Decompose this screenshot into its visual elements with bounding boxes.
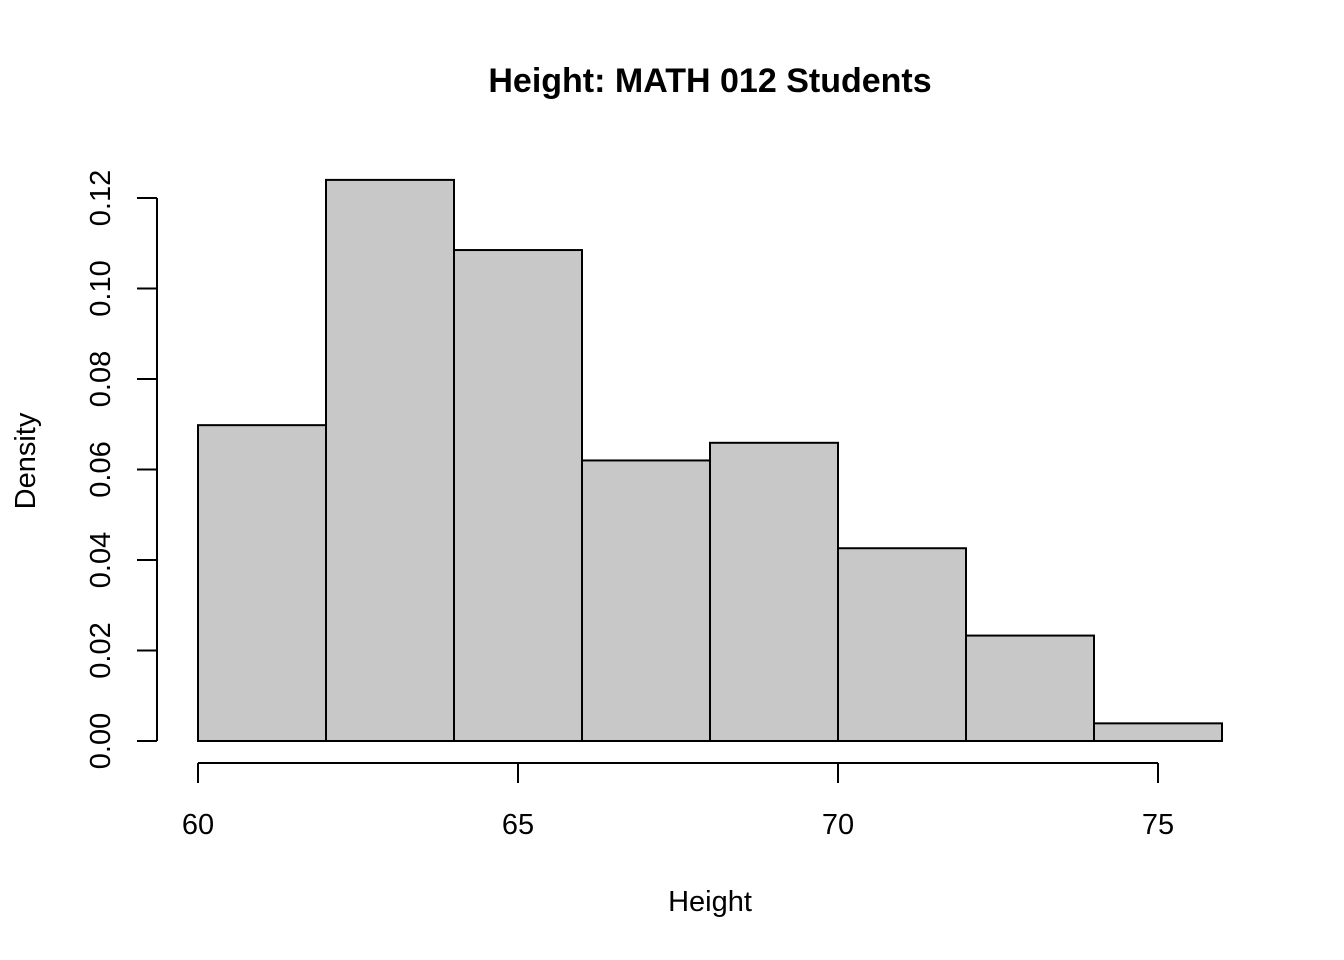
chart-title: Height: MATH 012 Students [488,62,931,100]
histogram-bar [325,178,455,742]
histogram-bar [965,634,1095,743]
y-axis: 0.00 0.02 0.04 0.06 0.08 0.10 0.12 [85,170,158,769]
y-tick-label: 0.02 [85,622,117,678]
x-tick-label: 60 [182,809,214,841]
histogram-bars [197,178,1223,743]
histogram-bar [581,459,711,742]
x-axis: 60 65 70 75 [182,762,1174,841]
y-tick-label: 0.06 [85,441,117,497]
y-tick-label: 0.08 [85,351,117,407]
histogram-bar [837,547,967,742]
x-tick-label: 75 [1142,809,1174,841]
x-axis-label: Height [668,886,752,918]
x-tick-label: 70 [822,809,854,841]
x-tick-label: 65 [502,809,534,841]
y-axis-label: Density [10,412,42,509]
y-tick-label: 0.12 [85,170,117,226]
y-tick-label: 0.00 [85,713,117,769]
histogram-bar [709,441,839,742]
histogram-bar [453,249,583,742]
histogram-bar [1093,722,1223,742]
histogram-bar [197,424,327,742]
y-tick-label: 0.10 [85,260,117,316]
y-tick-label: 0.04 [85,532,117,588]
